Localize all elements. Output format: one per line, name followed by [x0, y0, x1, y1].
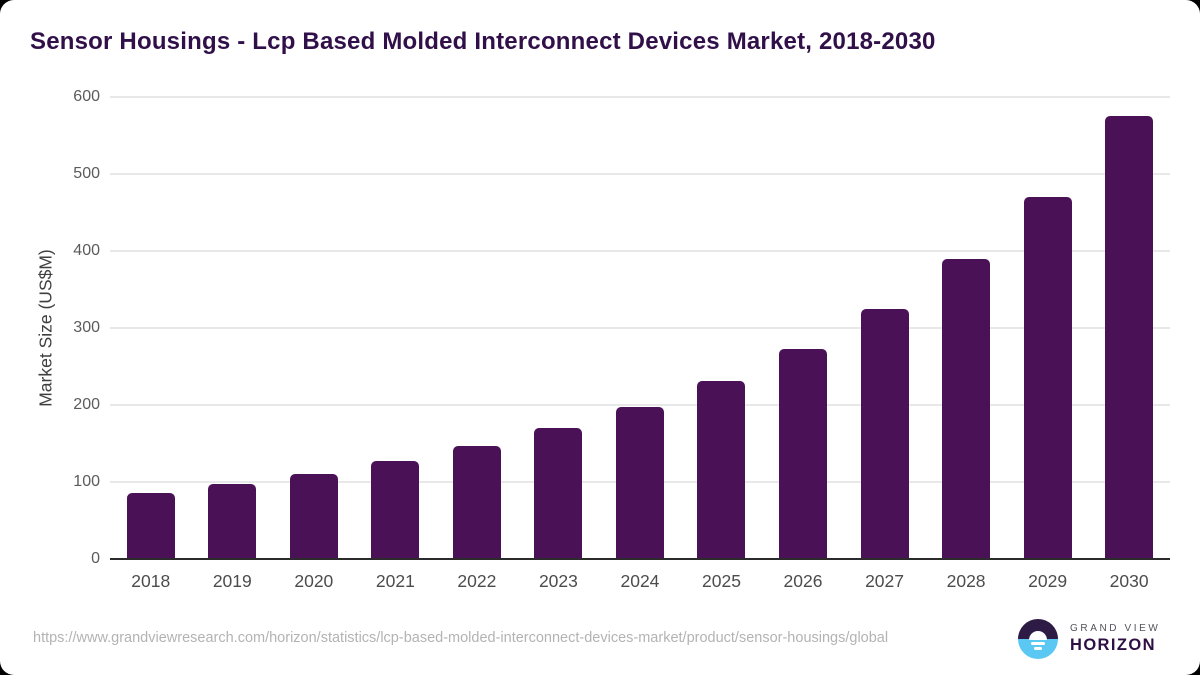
bar-slot-2025 — [681, 381, 763, 559]
x-label-2026: 2026 — [783, 571, 823, 591]
bar-2018 — [126, 492, 175, 559]
bar-slot-2027 — [844, 308, 926, 559]
x-label-2022: 2022 — [457, 571, 497, 591]
bar-2025 — [697, 381, 746, 559]
bar-2020 — [289, 473, 338, 559]
gridline-200 — [110, 404, 1170, 406]
y-tick-200: 200 — [73, 396, 100, 413]
x-label-2028: 2028 — [946, 571, 986, 591]
logo-text-grand-view: GRAND VIEW — [1070, 623, 1161, 634]
gridline-400 — [110, 250, 1170, 252]
gridline-600 — [110, 96, 1170, 98]
y-tick-100: 100 — [73, 473, 100, 490]
sun-icon — [1029, 631, 1047, 640]
bar-slot-2021 — [355, 461, 437, 559]
bar-2024 — [615, 406, 664, 559]
x-label-2021: 2021 — [375, 571, 415, 591]
bar-2026 — [779, 348, 828, 559]
x-label-2024: 2024 — [620, 571, 660, 591]
y-tick-500: 500 — [73, 165, 100, 182]
y-axis-ticks: 0 100 200 300 400 500 600 — [40, 89, 100, 567]
bar-slot-2023 — [518, 428, 600, 559]
logo-text-horizon: HORIZON — [1070, 636, 1156, 654]
chart-title: Sensor Housings - Lcp Based Molded Inter… — [30, 28, 936, 55]
x-label-2019: 2019 — [212, 571, 252, 591]
x-label-2023: 2023 — [538, 571, 578, 591]
sun-reflection-line-1 — [1031, 642, 1045, 645]
bar-slot-2019 — [192, 484, 274, 559]
bar-2028 — [942, 258, 991, 559]
source-url: https://www.grandviewresearch.com/horizo… — [33, 630, 889, 646]
gridline-300 — [110, 327, 1170, 329]
bar-series — [110, 97, 1170, 559]
x-label-2025: 2025 — [702, 571, 741, 591]
x-label-2029: 2029 — [1028, 571, 1068, 591]
bar-2023 — [534, 428, 583, 559]
bar-slot-2020 — [273, 473, 355, 559]
y-tick-400: 400 — [73, 242, 100, 259]
bar-slot-2028 — [925, 258, 1007, 559]
x-label-2020: 2020 — [294, 571, 334, 591]
bar-slot-2018 — [110, 492, 192, 559]
logo-text: GRAND VIEW HORIZON — [1070, 623, 1160, 655]
y-tick-300: 300 — [73, 319, 100, 336]
plot-area — [110, 96, 1170, 560]
bar-slot-2030 — [1088, 116, 1170, 559]
bar-2021 — [371, 461, 420, 559]
horizon-sunrise-icon — [1018, 619, 1058, 659]
x-axis-labels: 2018 2019 2020 2021 2022 2023 2024 2025 2026 2027… — [110, 571, 1170, 592]
bar-2029 — [1023, 197, 1072, 559]
y-tick-0: 0 — [91, 550, 100, 567]
bar-2022 — [452, 445, 501, 559]
bar-slot-2024 — [599, 406, 681, 559]
x-label-2018: 2018 — [131, 571, 171, 591]
gridline-500 — [110, 173, 1170, 175]
sun-reflection-line-2 — [1034, 647, 1042, 650]
grandview-horizon-logo: GRAND VIEW HORIZON — [1018, 619, 1160, 659]
bar-2019 — [208, 484, 257, 559]
bar-slot-2029 — [1007, 197, 1089, 559]
x-label-2030: 2030 — [1109, 571, 1149, 591]
bar-2027 — [860, 308, 909, 559]
y-tick-600: 600 — [73, 88, 100, 105]
bar-slot-2022 — [436, 445, 518, 559]
x-axis-line — [110, 558, 1170, 560]
bar-2030 — [1105, 116, 1154, 559]
bar-slot-2026 — [762, 348, 844, 559]
x-label-2027: 2027 — [865, 571, 905, 591]
